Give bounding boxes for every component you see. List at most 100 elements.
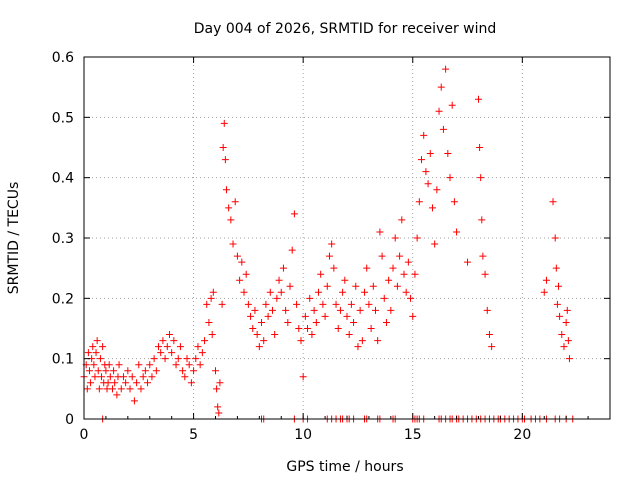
data-point (439, 125, 447, 133)
data-point (481, 270, 489, 278)
data-point (312, 318, 320, 326)
y-axis-label: SRMTID / TECUs (6, 182, 22, 295)
data-point (341, 276, 349, 284)
data-point (378, 252, 386, 260)
data-point (376, 228, 384, 236)
data-point (115, 361, 123, 369)
data-point (424, 180, 432, 188)
data-point (242, 270, 250, 278)
data-point (380, 294, 388, 302)
data-point (558, 331, 566, 339)
data-point (213, 385, 221, 393)
data-point (87, 379, 95, 387)
x-tick-label: 5 (189, 427, 198, 443)
data-point (214, 403, 222, 411)
data-point (565, 355, 573, 363)
data-point (483, 306, 491, 314)
x-tick-label: 15 (404, 427, 422, 443)
data-point (84, 349, 92, 357)
data-point (85, 367, 93, 375)
data-point (431, 240, 439, 248)
data-point (83, 385, 91, 393)
data-point (106, 373, 114, 381)
chart-title: Day 004 of 2026, SRMTID for receiver win… (194, 21, 497, 37)
data-point (361, 288, 369, 296)
data-point (330, 264, 338, 272)
data-point (273, 294, 281, 302)
data-point (400, 270, 408, 278)
data-point (477, 174, 485, 182)
data-point (396, 252, 404, 260)
data-point (168, 349, 176, 357)
data-point (90, 361, 98, 369)
data-point (219, 144, 227, 151)
data-point (478, 216, 486, 224)
data-point (240, 288, 248, 296)
data-point (161, 355, 169, 363)
data-point (95, 385, 103, 393)
data-point (207, 294, 215, 302)
data-point (286, 282, 294, 290)
data-point (96, 355, 104, 363)
data-point (354, 343, 362, 351)
y-tick-label: 0.4 (52, 171, 74, 187)
data-point (404, 258, 412, 266)
data-point (284, 318, 292, 326)
data-point (358, 337, 366, 345)
data-point (367, 325, 375, 332)
data-point (387, 306, 395, 314)
data-point (564, 337, 572, 345)
data-point (104, 379, 112, 387)
data-point (413, 234, 421, 242)
data-point (415, 198, 423, 206)
data-point (212, 367, 219, 375)
data-point (102, 367, 110, 375)
data-point (371, 306, 379, 314)
data-point (99, 343, 107, 351)
data-point (411, 270, 419, 278)
data-point (426, 150, 434, 158)
y-tick-label: 0.5 (52, 110, 74, 126)
data-point (185, 361, 193, 369)
data-point (334, 325, 342, 332)
data-point (157, 349, 165, 357)
data-point (476, 144, 484, 151)
data-point (442, 65, 450, 73)
data-point (560, 343, 568, 351)
data-point (288, 246, 296, 254)
data-point (196, 361, 204, 369)
data-point (398, 216, 406, 224)
data-point (446, 174, 454, 182)
data-point (282, 306, 290, 314)
data-point (551, 234, 559, 242)
data-point (321, 312, 329, 320)
data-point (89, 343, 97, 351)
data-point (233, 252, 241, 260)
data-point (150, 355, 158, 363)
data-point (374, 337, 382, 345)
data-point (135, 361, 143, 369)
data-point (369, 282, 377, 290)
y-tick-label: 0.3 (52, 231, 74, 247)
data-point (260, 337, 268, 345)
data-point (205, 318, 213, 326)
data-point (194, 343, 202, 351)
data-point (317, 270, 325, 278)
data-point (208, 331, 216, 339)
data-point (216, 379, 224, 387)
data-point (540, 288, 548, 296)
data-point (203, 300, 211, 308)
data-point (155, 343, 163, 351)
data-point (319, 300, 327, 308)
data-point (93, 337, 101, 345)
data-point (258, 318, 266, 326)
data-point (133, 379, 141, 387)
data-point (328, 240, 336, 248)
data-point (306, 294, 314, 302)
data-point (231, 198, 239, 206)
data-point (433, 186, 441, 194)
data-point (391, 234, 399, 242)
data-point (176, 343, 184, 351)
data-point (488, 343, 496, 351)
data-point (295, 325, 303, 332)
